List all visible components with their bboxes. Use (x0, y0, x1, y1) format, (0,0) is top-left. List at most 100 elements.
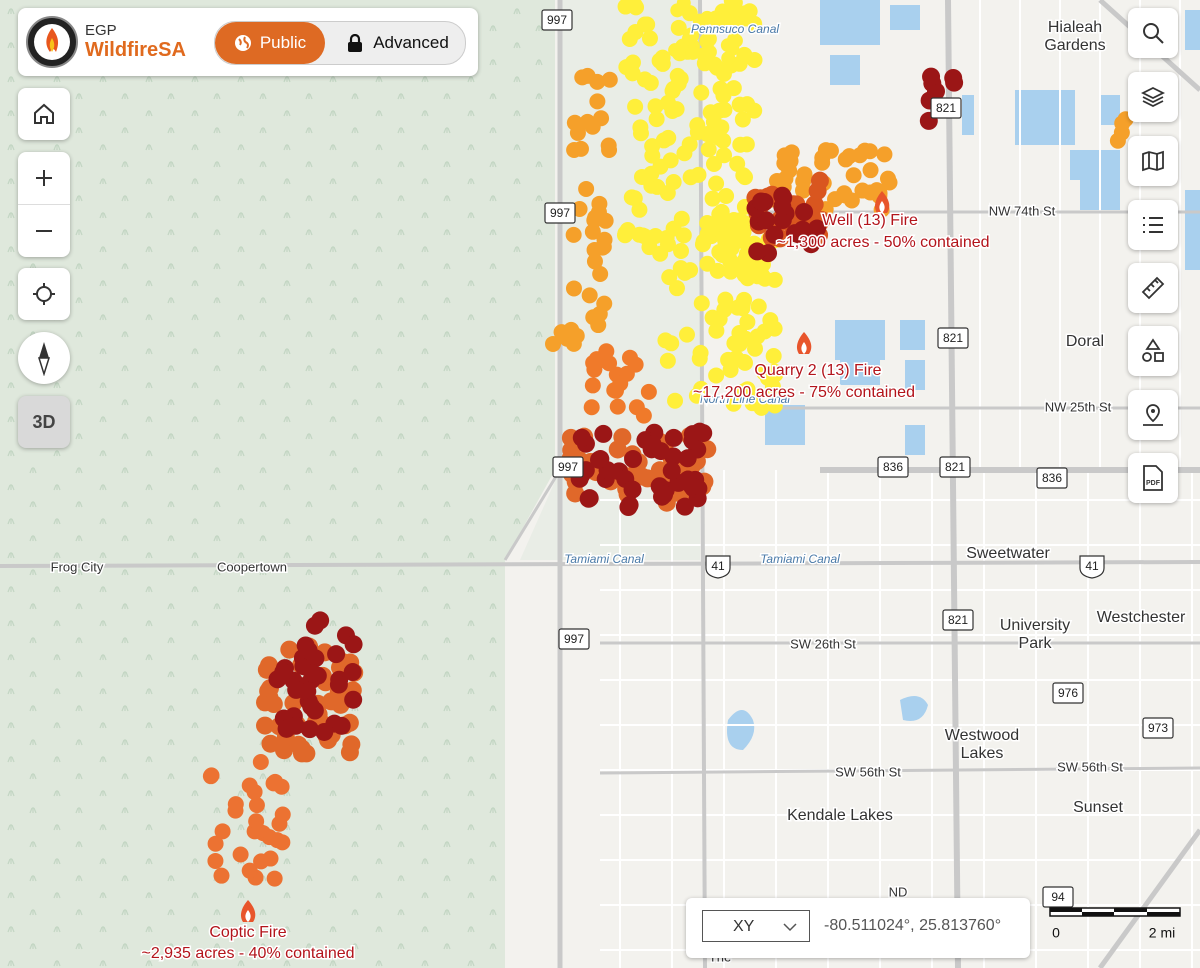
place-label: Coopertown (217, 559, 287, 574)
fire-point (721, 51, 736, 66)
public-mode[interactable]: Public (215, 22, 325, 64)
fire-point (773, 197, 792, 216)
pdf-label: PDF (1146, 480, 1161, 487)
fire-point (708, 322, 725, 339)
format-label: XY (733, 918, 755, 935)
compass-icon (37, 342, 51, 376)
road-shield (541, 9, 573, 31)
zoom-in[interactable] (18, 152, 70, 205)
fire-point (757, 211, 776, 230)
road (0, 560, 1200, 568)
locate-icon (33, 283, 55, 305)
fire-point (725, 21, 740, 36)
locate-button[interactable] (18, 268, 70, 320)
fire-point (286, 716, 305, 735)
fire-point (668, 43, 683, 58)
shield-label: 41 (711, 559, 725, 573)
logo (26, 16, 78, 68)
fire-point (207, 852, 224, 869)
bookmark-button[interactable] (1128, 390, 1178, 440)
shield-label: 41 (1085, 559, 1099, 573)
fire-point (227, 796, 244, 813)
legend-button[interactable] (1128, 200, 1178, 250)
shield-label: 821 (945, 460, 965, 474)
fire-point (648, 111, 665, 128)
fire-point (737, 330, 754, 347)
fire-point (715, 132, 732, 149)
fire-point (627, 356, 644, 373)
fire-point (624, 54, 641, 71)
scale-bar: 0 2 mi (1049, 907, 1181, 941)
fire-point (581, 287, 598, 304)
fire-point (748, 242, 767, 261)
fire-point (662, 461, 681, 480)
home-button[interactable] (18, 88, 70, 140)
water-body (962, 95, 974, 135)
water-body (1070, 150, 1082, 180)
water-label: Tamiami Canal (760, 552, 840, 566)
place-label: Lakes (961, 745, 1004, 762)
fire-point (668, 280, 685, 297)
road-shield (552, 456, 584, 478)
place-label: NW 25th St (1045, 399, 1112, 414)
basemap-button[interactable] (1128, 136, 1178, 186)
fire-point (690, 166, 707, 183)
fire-icon-core (879, 201, 885, 213)
fire-point (876, 146, 893, 163)
fire-point (632, 119, 649, 136)
fire-point (617, 0, 634, 15)
search-button[interactable] (1128, 8, 1178, 58)
zoom-control (18, 152, 70, 257)
zoom-out[interactable] (18, 205, 70, 257)
fire-point (1114, 115, 1131, 132)
fire-point (843, 192, 860, 209)
fire-point (746, 102, 763, 119)
fire-point (725, 395, 742, 412)
shield-label: 997 (564, 632, 584, 646)
compass-button[interactable] (18, 332, 70, 384)
ruler-icon (1141, 276, 1165, 300)
road-shield (1052, 682, 1084, 704)
us-shield (705, 555, 731, 579)
fire-point (583, 399, 600, 416)
water-body (835, 320, 885, 360)
wetlands (0, 0, 555, 968)
lake (900, 696, 928, 721)
fire-point (663, 335, 680, 352)
fire-point (292, 739, 311, 758)
road-shield (877, 456, 909, 478)
fire-point (659, 352, 676, 369)
fire-point (315, 722, 334, 741)
water-body (890, 5, 920, 30)
fire-point (566, 484, 585, 503)
fire-point (579, 67, 596, 84)
fire-point (675, 227, 692, 244)
fire-icon-core (245, 910, 251, 922)
fire-name: Coptic Fire (209, 924, 286, 941)
road (503, 469, 562, 561)
pdf-button[interactable]: PDF (1128, 453, 1178, 503)
fire-point (565, 226, 582, 243)
format-select[interactable]: XY (702, 910, 810, 942)
fire-point (261, 734, 280, 753)
measure-button[interactable] (1128, 263, 1178, 313)
coordinate-value: -80.511024°, 25.813760° (824, 917, 1002, 934)
fire-point (623, 480, 642, 499)
3d-toggle[interactable]: 3D (18, 396, 70, 448)
app-title: WildfireSA (85, 39, 186, 61)
draw-button[interactable] (1128, 326, 1178, 376)
layers-button[interactable] (1128, 72, 1178, 122)
fire-point (635, 407, 652, 424)
fire-point (810, 171, 829, 190)
place-label: SW 56th St (835, 764, 901, 779)
advanced-mode[interactable]: Advanced (333, 22, 463, 64)
fire-point (562, 441, 581, 460)
fire-point (601, 355, 618, 372)
fire-point (626, 190, 643, 207)
fire-point (248, 797, 265, 814)
water-body (1185, 190, 1200, 270)
place-label: Park (1019, 635, 1053, 652)
fire-point (643, 177, 660, 194)
shield-label: 997 (558, 460, 578, 474)
